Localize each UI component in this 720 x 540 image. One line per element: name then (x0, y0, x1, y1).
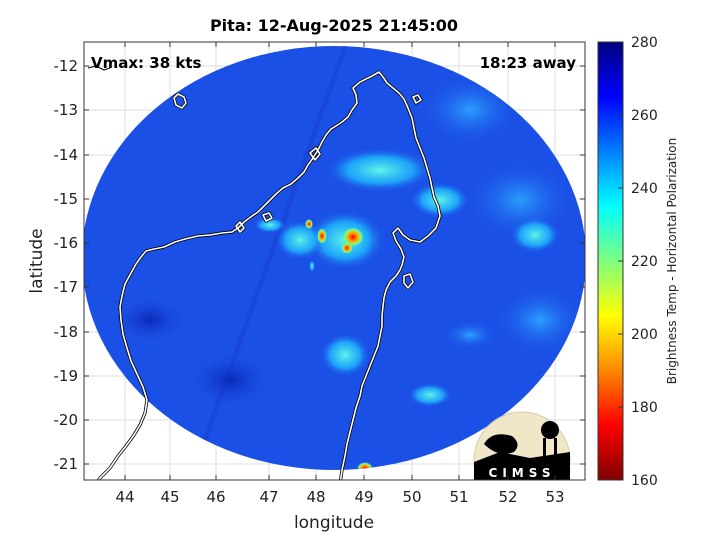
microwave-swath (84, 46, 585, 470)
colorbar-tickmarks (618, 114, 623, 408)
y-tick-label: -19 (54, 367, 79, 385)
colorbar-tick-label: 280 (631, 35, 658, 51)
colorbar-tick-label: 220 (631, 254, 658, 270)
brightness-patch (325, 148, 435, 192)
satellite-dish-icon (484, 434, 518, 454)
brightness-patch (410, 182, 470, 218)
colorbar-tick-label: 180 (631, 400, 658, 416)
figure-title: Pita: 12-Aug-2025 21:45:00 (210, 16, 458, 35)
y-tick-label: -14 (54, 146, 79, 164)
brightness-patch (495, 285, 585, 355)
vmax-label: Vmax: 38 kts (91, 54, 201, 72)
tower-leg (543, 438, 546, 462)
brightness-patch (110, 295, 190, 345)
colorbar-tick-label: 240 (631, 181, 658, 197)
brightness-patch (305, 219, 313, 229)
y-tick-label: -16 (54, 234, 79, 252)
colorbar: 280 260 240 220 200 180 160 Brightness T… (597, 35, 679, 489)
map-axes-frame (83, 41, 586, 481)
brightness-patch (341, 242, 353, 254)
x-tick-labels: 44 45 46 47 48 49 50 51 52 53 (115, 488, 564, 506)
logo-text: CIMSS (489, 466, 556, 480)
x-tick-label: 51 (449, 488, 468, 506)
colorbar-tick-label: 200 (631, 327, 658, 343)
tower-leg (554, 438, 557, 462)
axis-tickmarks (84, 42, 585, 480)
x-tick-label: 46 (206, 488, 225, 506)
x-tick-label: 48 (306, 488, 325, 506)
y-tick-label: -18 (54, 323, 79, 341)
time-away-label: 18:23 away (480, 54, 577, 72)
water-tower-icon (541, 421, 559, 439)
brightness-patch (442, 320, 498, 350)
cimss-logo: CIMSS (473, 411, 571, 480)
brightness-patch (254, 217, 286, 233)
y-tick-label: -21 (54, 455, 79, 473)
x-tick-label: 50 (402, 488, 421, 506)
x-axis-label: longitude (294, 513, 374, 533)
coastlines (87, 65, 442, 480)
x-tick-label: 53 (545, 488, 564, 506)
y-axis-label: latitude (27, 228, 47, 293)
brightness-patch (275, 220, 325, 260)
colorbar-tick-label: 160 (631, 473, 658, 489)
brightness-patch (342, 227, 364, 247)
brightness-patch (408, 383, 452, 407)
x-tick-label: 44 (115, 488, 134, 506)
x-tick-label: 45 (160, 488, 179, 506)
brightness-patch (317, 228, 327, 244)
y-tick-label: -17 (54, 278, 79, 296)
x-tick-label: 49 (354, 488, 373, 506)
colorbar-tick-label: 260 (631, 108, 658, 124)
y-tick-labels: -12 -13 -14 -15 -16 -17 -18 -19 -20 -21 (54, 57, 79, 473)
brightness-patch (185, 350, 275, 410)
y-tick-label: -12 (54, 57, 79, 75)
x-tick-label: 47 (259, 488, 278, 506)
logo-band (474, 464, 570, 480)
brightness-patch (357, 462, 373, 470)
brightness-patch (510, 217, 560, 253)
colorbar-label: Brightness Temp - Horizontal Polarizatio… (665, 138, 679, 385)
x-tick-label: 52 (498, 488, 517, 506)
y-tick-label: -20 (54, 411, 79, 429)
brightness-patch (320, 333, 370, 377)
y-tick-label: -15 (54, 190, 79, 208)
y-tick-label: -13 (54, 101, 79, 119)
brightness-patch (309, 260, 315, 272)
